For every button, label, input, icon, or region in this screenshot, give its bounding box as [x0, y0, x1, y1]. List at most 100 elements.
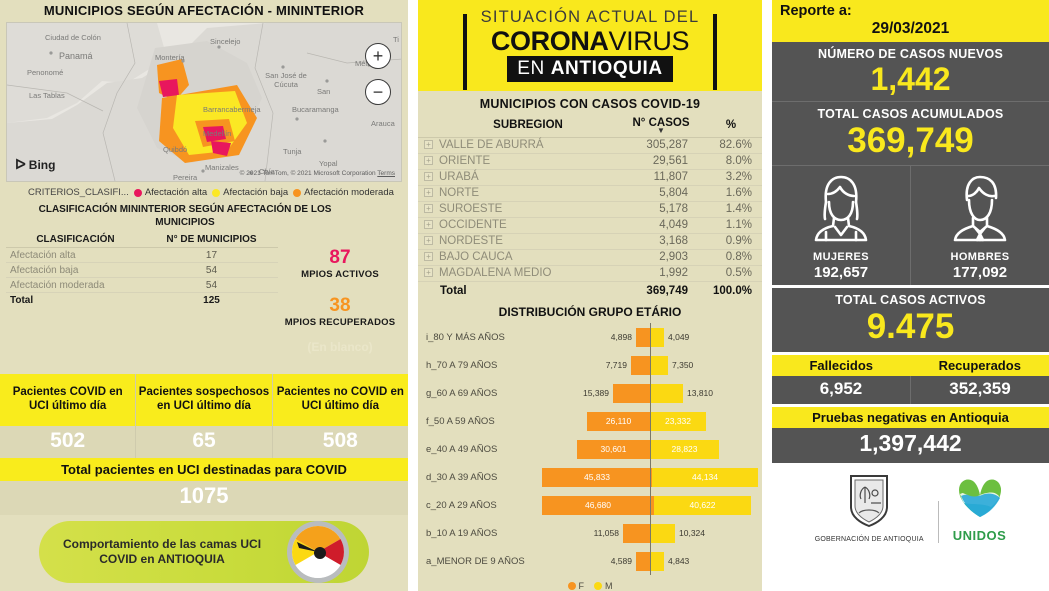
- pyramid-bar-f[interactable]: [631, 355, 650, 375]
- table-row[interactable]: + URABÁ 11,807 3.2%: [418, 169, 762, 186]
- pyramid-bar-f[interactable]: 26,110: [587, 411, 650, 431]
- table-row[interactable]: Afectación baja 54: [6, 262, 278, 278]
- expand-plus-icon[interactable]: +: [424, 236, 433, 246]
- pyramid-bar-m[interactable]: [650, 551, 664, 571]
- uci-total-header: Total pacientes en UCI destinadas para C…: [0, 458, 408, 481]
- subregion-cases: 3,168: [622, 233, 700, 250]
- pyramid-bar-m[interactable]: 44,134: [652, 467, 758, 487]
- total-value: 125: [203, 294, 220, 306]
- expand-plus-icon[interactable]: +: [424, 204, 433, 214]
- map-place-label: San: [317, 87, 331, 96]
- table-row[interactable]: + ORIENTE 29,561 8.0%: [418, 153, 762, 170]
- legend-item-f[interactable]: F: [567, 581, 584, 591]
- legend-title: CRITERIOS_CLASIFI...: [28, 187, 129, 198]
- pyramid-bar-m[interactable]: [650, 355, 668, 375]
- table-row[interactable]: + OCCIDENTE 4,049 1.1%: [418, 217, 762, 234]
- pyramid-row[interactable]: d_30 A 39 AÑOS 45,833 44,134: [422, 463, 758, 491]
- table-total-row: Total 125: [6, 293, 278, 308]
- expand-plus-icon[interactable]: +: [424, 172, 433, 182]
- pyramid-bar-f[interactable]: [636, 551, 650, 571]
- pyramid-bars: 45,833 44,134: [542, 463, 758, 491]
- fallecidos-label: Fallecidos: [809, 358, 874, 374]
- banner-inner: SITUACIÓN ACTUAL DEL CORONAVIRUS EN ANTI…: [462, 8, 718, 91]
- map-zoom-in-button[interactable]: +: [365, 43, 391, 69]
- total-label: Total: [440, 284, 467, 297]
- legend-item-m[interactable]: M: [594, 581, 613, 591]
- subregion-name-cell: + ORIENTE: [418, 153, 622, 170]
- table-row[interactable]: Afectación moderada 54: [6, 277, 278, 293]
- table-row[interactable]: + VALLE DE ABURRÁ 305,287 82.6%: [418, 137, 762, 154]
- pyramid-bar-m[interactable]: 23,332: [650, 411, 706, 431]
- pyramid-bar-f[interactable]: [613, 383, 650, 403]
- pyramid-row[interactable]: f_50 A 59 AÑOS 26,110 23,332: [422, 407, 758, 435]
- gobernacion-caption: GOBERNACIÓN DE ANTIOQUIA: [814, 536, 924, 544]
- pyramid-value-m: 13,810: [687, 388, 713, 398]
- table-row[interactable]: + SUROESTE 5,178 1.4%: [418, 201, 762, 218]
- legend-label-m: M: [605, 581, 613, 591]
- pyramid-row[interactable]: h_70 A 79 AÑOS 7,719 7,350: [422, 351, 758, 379]
- legend-item-baja[interactable]: Afectación baja: [212, 187, 288, 198]
- pyramid-row[interactable]: g_60 A 69 AÑOS 15,389 13,810: [422, 379, 758, 407]
- map-place-label: Ti: [393, 35, 399, 44]
- pyramid-bar-f[interactable]: 45,833: [542, 467, 652, 487]
- unidos-caption: UNIDOS: [952, 528, 1007, 544]
- map-place-label: Las Tablas: [29, 91, 65, 100]
- pyramid-bar-f[interactable]: 46,680: [542, 495, 654, 515]
- expand-plus-icon[interactable]: +: [424, 252, 433, 262]
- pyramid-bar-m[interactable]: [650, 327, 664, 347]
- pyramid-axis-line: [650, 463, 651, 491]
- expand-plus-icon[interactable]: +: [424, 140, 433, 150]
- gender-cell-mujeres: MUJERES 192,657: [772, 166, 911, 286]
- table-row[interactable]: + MAGDALENA MEDIO 1,992 0.5%: [418, 265, 762, 282]
- legend-item-moderada[interactable]: Afectación moderada: [293, 187, 394, 198]
- col-municipios[interactable]: N° DE MUNICIPIOS: [144, 232, 278, 248]
- pyramid-bar-f[interactable]: [623, 523, 650, 543]
- uci-behavior-button[interactable]: Comportamiento de las camas UCI COVID en…: [39, 521, 369, 583]
- pyramid-bar-f[interactable]: 30,601: [577, 439, 650, 459]
- col-subregion[interactable]: SUBREGION: [418, 114, 622, 138]
- pyramid-value-f: 15,389: [583, 388, 609, 398]
- pyramid-category-label: c_20 A 29 AÑOS: [426, 499, 497, 511]
- pyramid-row[interactable]: e_40 A 49 AÑOS 30,601 28,823: [422, 435, 758, 463]
- pyramid-row[interactable]: a_MENOR DE 9 AÑOS 4,589 4,843: [422, 547, 758, 575]
- mpios-activos-value: 87: [329, 247, 351, 268]
- col-clasificacion[interactable]: CLASIFICACIÓN: [6, 232, 145, 248]
- pyramid-bar-f[interactable]: [636, 327, 650, 347]
- pyramid-bar-m[interactable]: 28,823: [650, 439, 719, 459]
- legend-dot-m-icon: [594, 582, 602, 590]
- map-terms-link[interactable]: Terms: [377, 170, 395, 177]
- unidos-logo: UNIDOS: [953, 476, 1007, 543]
- uci-value: 65: [136, 426, 272, 458]
- subregion-pct: 8.0%: [700, 153, 762, 170]
- uci-value: 508: [272, 426, 408, 458]
- col-porcentaje[interactable]: %: [700, 114, 762, 138]
- col-casos[interactable]: N° CASOS ▼: [622, 114, 700, 138]
- banner-right-bar: [713, 14, 718, 91]
- recuperados-value: 352,359: [949, 379, 1011, 399]
- subregion-name-cell: + BAJO CAUCA: [418, 249, 622, 266]
- pyramid-row[interactable]: b_10 A 19 AÑOS 11,058 10,324: [422, 519, 758, 547]
- banner-line1: SITUACIÓN ACTUAL DEL: [480, 8, 700, 27]
- table-row[interactable]: + NORDESTE 3,168 0.9%: [418, 233, 762, 250]
- municipalities-map[interactable]: Ciudad de Colón Panamá Penonomé Las Tabl…: [6, 22, 402, 182]
- pyramid-row[interactable]: c_20 A 29 AÑOS 46,680 40,622: [422, 491, 758, 519]
- map-zoom-out-button[interactable]: −: [365, 79, 391, 105]
- pyramid-bar-m[interactable]: [650, 523, 675, 543]
- expand-plus-icon[interactable]: +: [424, 156, 433, 166]
- expand-plus-icon[interactable]: +: [424, 188, 433, 198]
- subregion-pct: 0.8%: [700, 249, 762, 266]
- table-row[interactable]: + BAJO CAUCA 2,903 0.8%: [418, 249, 762, 266]
- pyramid-rows: i_80 Y MÁS AÑOS 4,898 4,049 h_70 A 79 AÑOS 7…: [422, 323, 758, 575]
- expand-plus-icon[interactable]: +: [424, 268, 433, 278]
- table-row[interactable]: + NORTE 5,804 1.6%: [418, 185, 762, 202]
- subregion-name: URABÁ: [439, 171, 479, 183]
- pyramid-bar-m[interactable]: [650, 383, 683, 403]
- gender-value: 192,657: [813, 264, 869, 282]
- expand-plus-icon[interactable]: +: [424, 220, 433, 230]
- pyramid-row[interactable]: i_80 Y MÁS AÑOS 4,898 4,049: [422, 323, 758, 351]
- legend-item-alta[interactable]: Afectación alta: [133, 187, 207, 198]
- pyramid-bar-m[interactable]: 40,622: [654, 495, 751, 515]
- subregion-pct: 82.6%: [700, 137, 762, 154]
- uci-header: Pacientes COVID en UCI último día: [0, 374, 136, 426]
- table-row[interactable]: Afectación alta 17: [6, 247, 278, 263]
